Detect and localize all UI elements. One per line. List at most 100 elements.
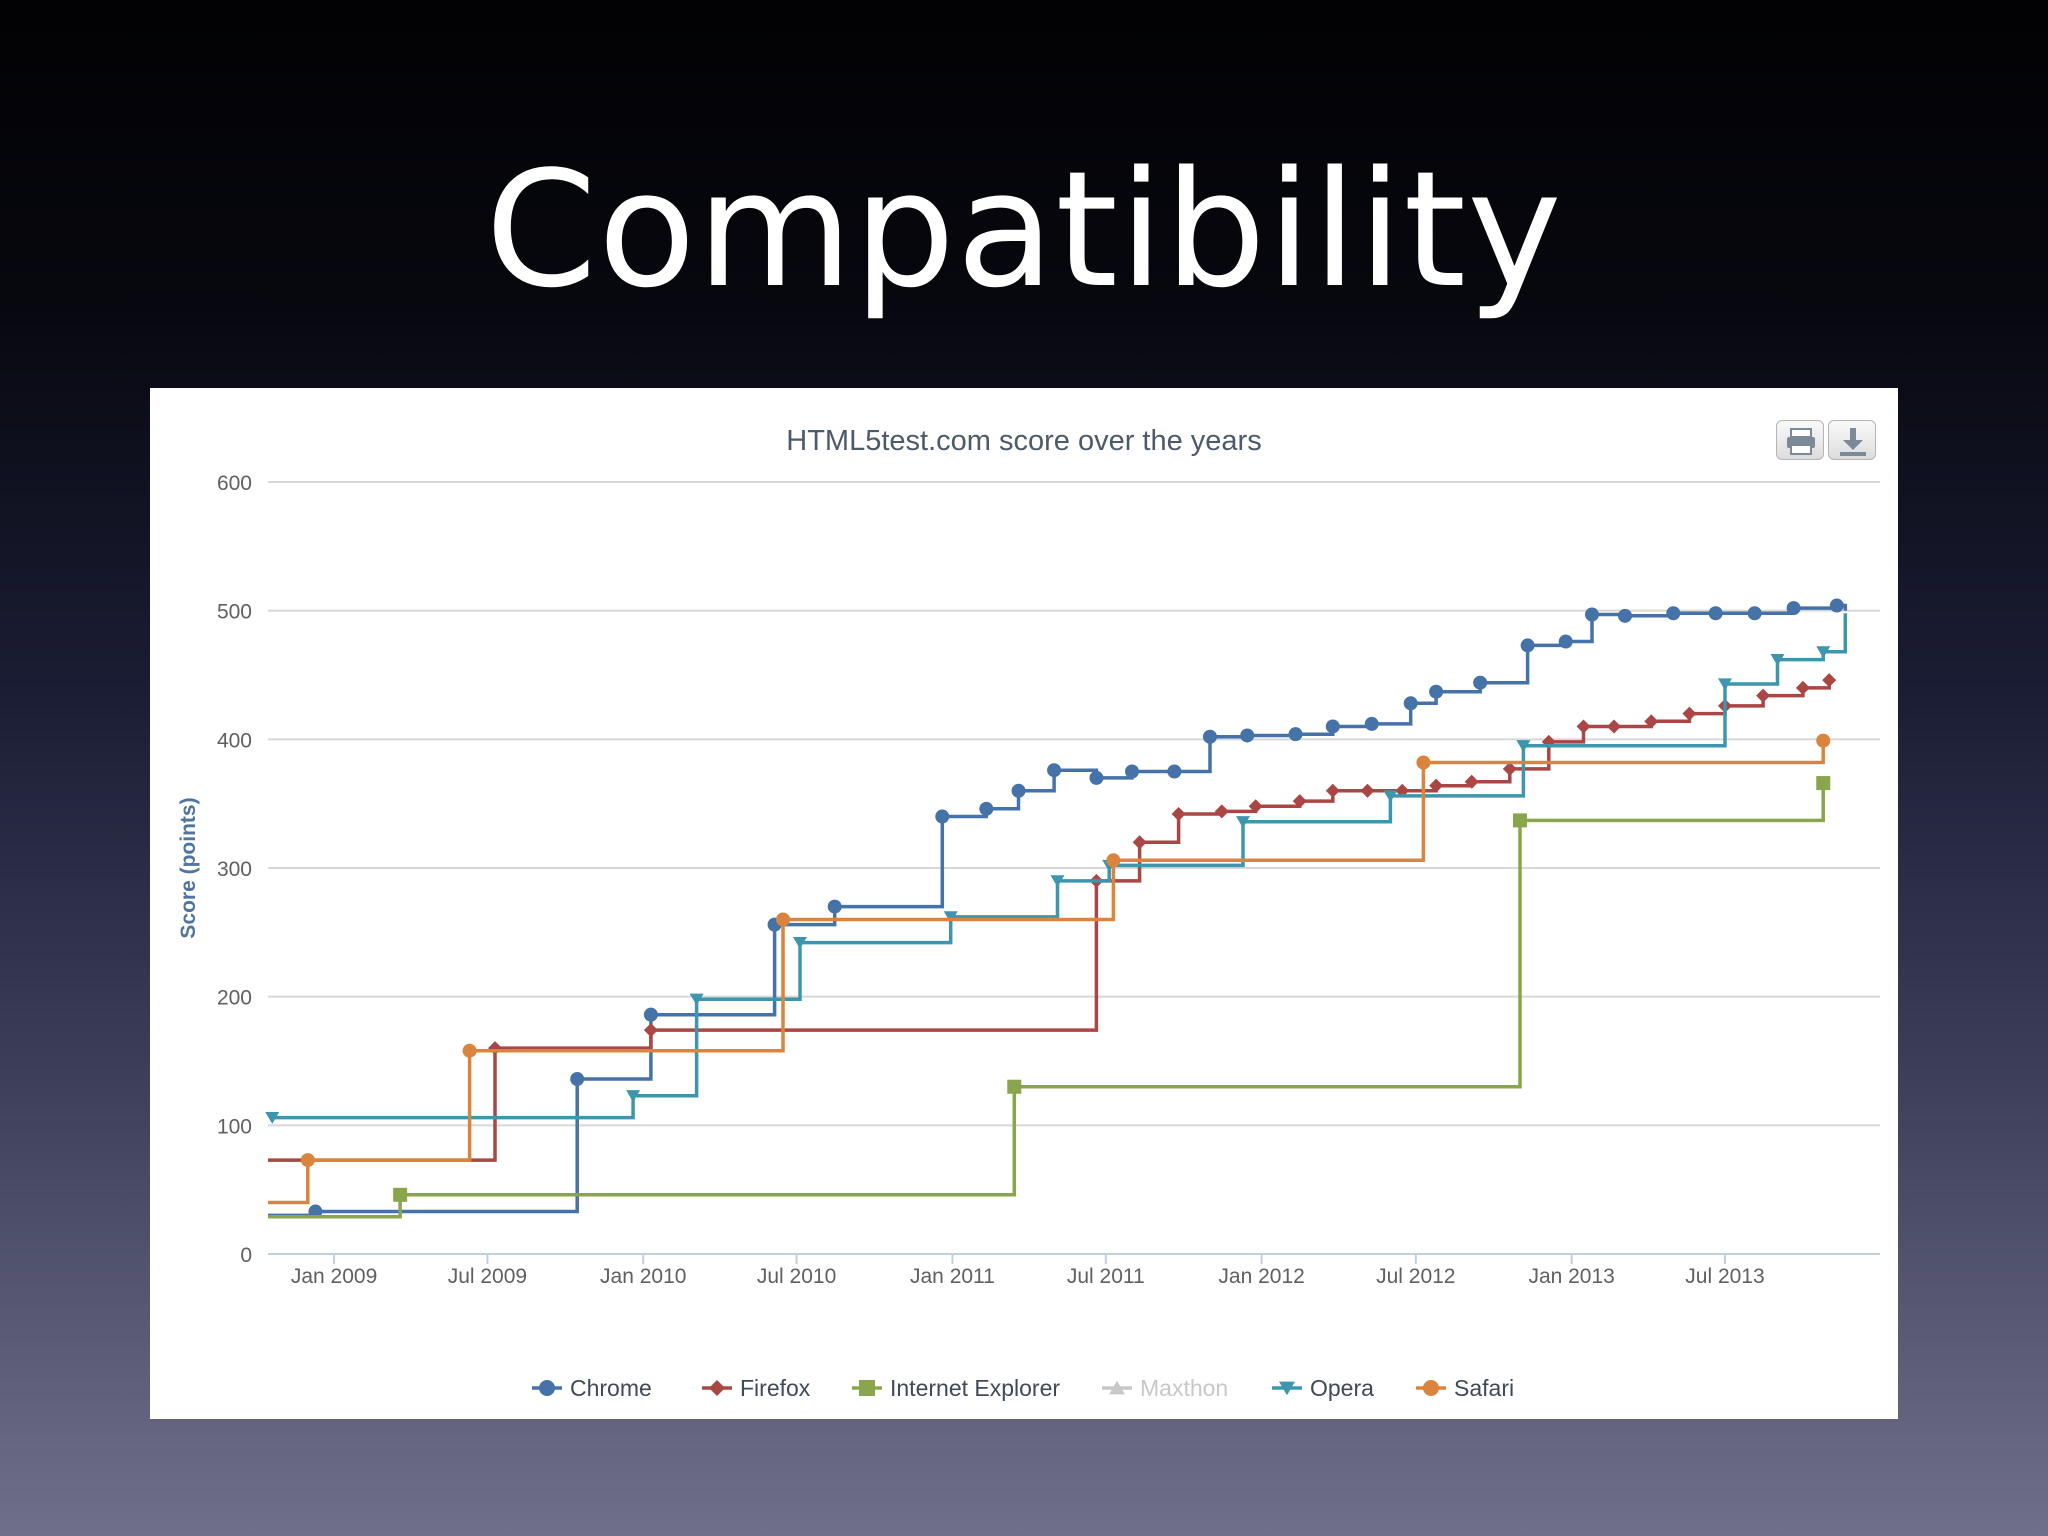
y-tick-label: 0 [240,1244,252,1267]
data-point-chrome [1708,606,1723,621]
data-point-safari [776,912,791,927]
legend-item-safari[interactable]: Safari [1416,1375,1514,1401]
data-point-opera [1235,816,1250,828]
data-point-chrome [1202,729,1217,744]
series [265,598,1848,1219]
print-chart-button[interactable] [1776,420,1824,460]
data-point-firefox [1171,806,1186,821]
data-point-chrome [1047,763,1062,778]
data-point-chrome [1786,601,1801,616]
data-point-chrome [1829,598,1844,613]
data-point-opera [1383,790,1398,803]
data-point-safari [1106,853,1121,868]
x-tick-label: Jan 2012 [1218,1265,1304,1288]
data-point-chrome [1403,696,1418,711]
series-opera [265,613,1848,1124]
data-point-firefox [643,1023,658,1038]
download-icon [1840,428,1866,456]
series-line-opera [272,613,1848,1120]
x-tick-label: Jan 2011 [910,1265,995,1288]
y-tick-label: 500 [217,601,252,624]
x-tick-label: Jul 2012 [1376,1265,1455,1288]
x-tick-label: Jul 2011 [1067,1265,1145,1288]
data-point-chrome [1584,607,1599,622]
data-point-chrome [1167,764,1182,779]
legend-item-internet-explorer[interactable]: Internet Explorer [852,1375,1060,1401]
data-point-firefox [1248,799,1263,814]
legend-marker [709,1380,725,1396]
legend-marker [1109,1380,1125,1395]
data-point-chrome [827,899,842,914]
y-tick-label: 600 [217,472,252,495]
data-point-safari [462,1043,477,1058]
data-point-safari [300,1153,315,1168]
legend-marker [539,1380,555,1396]
chart: 0 100 200 300 400 500 600 Jan 2009 Jul 2009 Jan 2… [177,425,1880,1401]
grid-lines [268,481,1880,1255]
data-point-chrome [1520,638,1535,653]
data-point-chrome [570,1072,585,1087]
data-point-chrome [1288,727,1303,742]
data-point-opera [265,1112,280,1124]
legend-label: Safari [1454,1375,1514,1401]
legend-label: Internet Explorer [890,1375,1060,1401]
legend-marker [859,1380,875,1396]
data-point-chrome [1747,606,1762,621]
data-point-firefox [1607,719,1622,734]
data-point-firefox [1464,774,1479,789]
data-point-chrome [1089,770,1104,785]
data-point-opera [792,937,807,949]
legend-label: Opera [1310,1375,1374,1401]
data-point-firefox [1822,673,1837,688]
data-point-internet-explorer [1007,1079,1022,1094]
legend-item-firefox[interactable]: Firefox [702,1375,811,1401]
y-tick-label: 200 [217,987,252,1010]
data-point-firefox [1132,835,1147,850]
series-chrome [268,598,1848,1219]
data-point-chrome [643,1007,658,1022]
data-point-chrome [935,809,950,824]
data-point-chrome [1558,634,1573,649]
data-point-opera [1770,653,1785,666]
axes: 0 100 200 300 400 500 600 Jan 2009 Jul 2009 Jan 2… [217,472,1765,1288]
data-point-opera [943,911,958,924]
data-point-firefox [1325,783,1340,798]
y-axis-title: Score (points) [177,797,200,938]
series-line-safari [268,740,1825,1205]
legend-item-opera[interactable]: Opera [1272,1375,1374,1401]
chart-title: HTML5test.com score over the years [786,425,1261,457]
data-point-safari [1816,733,1831,748]
y-tick-label: 100 [217,1115,252,1138]
y-tick-label: 300 [217,858,252,881]
x-tick-label: Jan 2009 [291,1265,377,1288]
x-tick-label: Jan 2013 [1528,1265,1614,1288]
data-point-safari [1416,755,1431,770]
data-point-opera [1516,740,1531,753]
legend-item-maxthon[interactable]: Maxthon [1102,1375,1228,1401]
printer-icon [1787,428,1815,455]
legend-label: Firefox [740,1375,811,1401]
data-point-firefox [1644,714,1659,729]
data-point-chrome [1473,675,1488,690]
legend-label: Chrome [570,1375,652,1401]
series-safari [268,733,1831,1205]
data-point-internet-explorer [1816,776,1831,791]
data-point-firefox [1795,680,1810,695]
legend-label: Maxthon [1140,1375,1228,1401]
data-point-chrome [1125,764,1140,779]
legend-marker [1423,1380,1439,1396]
data-point-internet-explorer [393,1187,408,1202]
export-chart-button[interactable] [1828,420,1876,460]
data-point-chrome [1011,783,1026,798]
data-point-opera [1050,875,1065,888]
data-point-chrome [979,801,994,816]
data-point-opera [1717,678,1732,691]
data-point-firefox [1756,688,1771,703]
x-tick-label: Jan 2010 [600,1265,686,1288]
chart-panel: 0 100 200 300 400 500 600 Jan 2009 Jul 2009 Jan 2… [150,388,1898,1419]
data-point-chrome [1666,606,1681,621]
data-point-firefox [1502,761,1517,776]
legend: Chrome Firefox Internet Explorer Maxthon Ope… [532,1375,1514,1401]
series-internet-explorer [268,776,1831,1219]
legend-item-chrome[interactable]: Chrome [532,1375,652,1401]
